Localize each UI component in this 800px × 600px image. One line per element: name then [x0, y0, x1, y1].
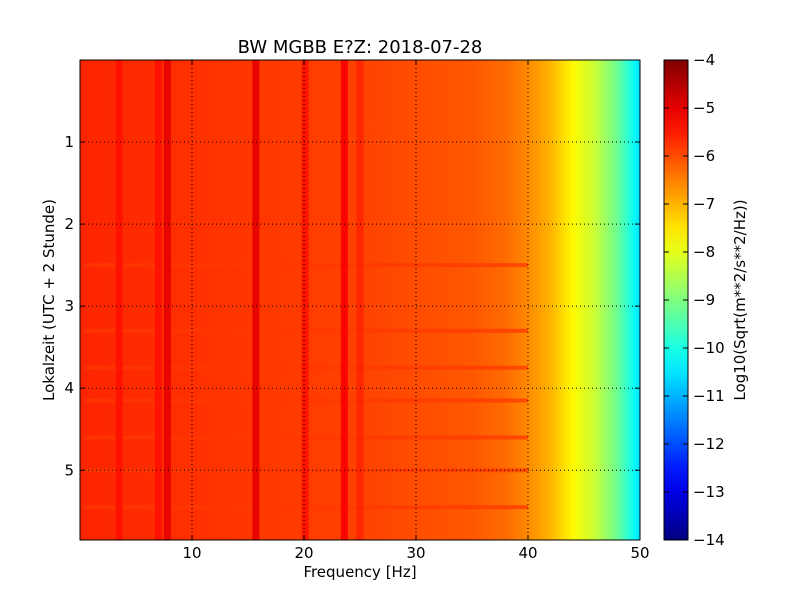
plot-area: 10 20 30 40 50 1 2 3 4 5 — [64, 59, 650, 562]
frequency-band — [163, 60, 171, 540]
chart-title: BW MGBB E?Z: 2018-07-28 — [238, 37, 483, 58]
frequency-band — [340, 60, 348, 540]
x-axis-label: Frequency [Hz] — [303, 563, 416, 581]
x-tick-label: 20 — [294, 544, 313, 562]
frequency-band — [115, 60, 123, 540]
colorbar-ticks: −4 −5 −6 −7 −8 −9 −10 −11 −12 −13 −14 — [664, 51, 725, 549]
x-tick-label: 10 — [182, 544, 201, 562]
colorbar-tick-label: −7 — [693, 195, 715, 213]
heatmap-marks — [84, 60, 528, 540]
colorbar: −4 −5 −6 −7 −8 −9 −10 −11 −12 −13 −14 Log10(Sqrt(m… — [663, 51, 749, 549]
x-tick-label: 40 — [518, 544, 537, 562]
grid-lines — [80, 60, 640, 540]
x-axis-ticks: 10 20 30 40 50 — [182, 60, 650, 562]
y-tick-label: 2 — [64, 215, 74, 233]
colorbar-tick-label: −10 — [693, 339, 725, 357]
y-axis-label: Lokalzeit (UTC + 2 Stunde) — [40, 199, 58, 401]
colorbar-tick-label: −5 — [693, 99, 715, 117]
colorbar-tick-label: −9 — [693, 291, 715, 309]
colorbar-tick-label: −13 — [693, 483, 725, 501]
x-tick-label: 50 — [630, 544, 649, 562]
frequency-band — [154, 60, 162, 540]
colorbar-tick-label: −11 — [693, 387, 725, 405]
y-tick-label: 5 — [64, 461, 74, 479]
y-axis-ticks: 1 2 3 4 5 — [64, 133, 640, 479]
y-tick-label: 3 — [64, 297, 74, 315]
colorbar-tick-label: −4 — [693, 51, 715, 69]
frequency-band — [356, 60, 364, 540]
y-tick-label: 1 — [64, 133, 74, 151]
x-tick-label: 30 — [406, 544, 425, 562]
frequency-band — [301, 60, 309, 540]
colorbar-label: Log10(Sqrt(m**2/s**2/Hz)) — [731, 199, 749, 400]
frequency-band — [252, 60, 260, 540]
colorbar-tick-label: −14 — [693, 531, 725, 549]
colorbar-tick-label: −12 — [693, 435, 725, 453]
colorbar-tick-label: −6 — [693, 147, 715, 165]
colorbar-tick-label: −8 — [693, 243, 715, 261]
plot-frame — [79, 59, 641, 541]
y-tick-label: 4 — [64, 379, 74, 397]
